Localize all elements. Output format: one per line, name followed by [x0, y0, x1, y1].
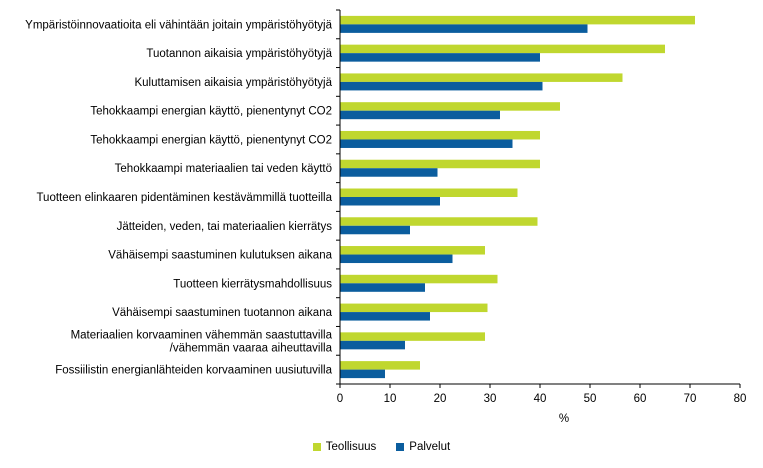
- bar-palvelut-6: [340, 197, 440, 206]
- bar-palvelut-8: [340, 254, 453, 264]
- bar-palvelut-0: [340, 24, 588, 33]
- category-label: Tehokkaampi energian käyttö, pienentynyt…: [90, 134, 332, 146]
- category-label: Tehokkaampi energian käyttö, pienentynyt…: [90, 106, 332, 118]
- bar-palvelut-2: [340, 81, 543, 91]
- bar-teollisuus-0: [340, 15, 695, 25]
- legend-item-teollisuus: Teollisuus: [312, 441, 377, 453]
- x-tick-label: 70: [684, 393, 697, 405]
- legend-label: Palvelut: [409, 441, 451, 453]
- bar-palvelut-7: [340, 225, 410, 235]
- category-label: /vähemmän vaaraa aiheuttavilla: [170, 342, 333, 354]
- bar-teollisuus-11: [340, 332, 485, 341]
- bar-palvelut-9: [340, 283, 425, 292]
- bar-teollisuus-4: [340, 130, 540, 140]
- legend-swatch: [396, 443, 405, 451]
- category-label: Materiaalien korvaaminen vähemmän saastu…: [71, 329, 333, 341]
- x-tick-label: 20: [434, 393, 447, 405]
- x-tick-label: 30: [484, 393, 497, 405]
- bar-palvelut-4: [340, 139, 513, 148]
- bar-teollisuus-9: [340, 274, 498, 284]
- bar-teollisuus-3: [340, 102, 560, 111]
- x-tick-label: 80: [734, 393, 747, 405]
- category-label: Tuotteen elinkaaren pidentäminen kestävä…: [36, 192, 332, 204]
- category-label: Fossiilistin energianlähteiden korvaamin…: [55, 365, 332, 377]
- bar-palvelut-3: [340, 110, 500, 120]
- bar-teollisuus-7: [340, 217, 538, 226]
- bar-teollisuus-12: [340, 361, 420, 370]
- bar-teollisuus-1: [340, 44, 665, 54]
- x-tick-label: 60: [634, 393, 647, 405]
- category-label: Ympäristöinnovaatioita eli vähintään joi…: [25, 19, 332, 31]
- bar-teollisuus-6: [340, 188, 518, 197]
- category-label: Vähäisempi saastuminen tuotannon aikana: [112, 307, 333, 319]
- category-label: Kuluttamisen aikaisia ympäristöhyötyjä: [134, 77, 332, 89]
- legend-swatch: [312, 443, 321, 451]
- x-tick-label: 0: [337, 393, 343, 405]
- x-axis-label: %: [559, 413, 569, 425]
- legend-label: Teollisuus: [325, 441, 377, 453]
- legend: Teollisuus Palvelut: [0, 441, 763, 453]
- bar-teollisuus-5: [340, 159, 540, 169]
- bar-palvelut-11: [340, 340, 405, 350]
- x-tick-label: 50: [584, 393, 597, 405]
- legend-item-palvelut: Palvelut: [396, 441, 450, 453]
- bar-teollisuus-10: [340, 303, 488, 313]
- category-label: Tuotannon aikaisia ympäristöhyötyjä: [146, 48, 332, 60]
- category-label: Tuotteen kierrätysmahdollisuus: [173, 278, 332, 290]
- bar-palvelut-5: [340, 168, 438, 177]
- x-tick-label: 40: [534, 393, 547, 405]
- x-tick-label: 10: [384, 393, 397, 405]
- bar-teollisuus-2: [340, 73, 623, 82]
- category-label: Vähäisempi saastuminen kulutuksen aikana: [108, 250, 332, 262]
- bar-palvelut-12: [340, 369, 385, 379]
- category-label: Tehokkaampi materiaalien tai veden käytt…: [115, 163, 332, 175]
- bar-palvelut-10: [340, 312, 430, 321]
- bar-palvelut-1: [340, 53, 540, 62]
- category-label: Jätteiden, veden, tai materiaalien kierr…: [117, 221, 333, 233]
- bar-teollisuus-8: [340, 246, 485, 255]
